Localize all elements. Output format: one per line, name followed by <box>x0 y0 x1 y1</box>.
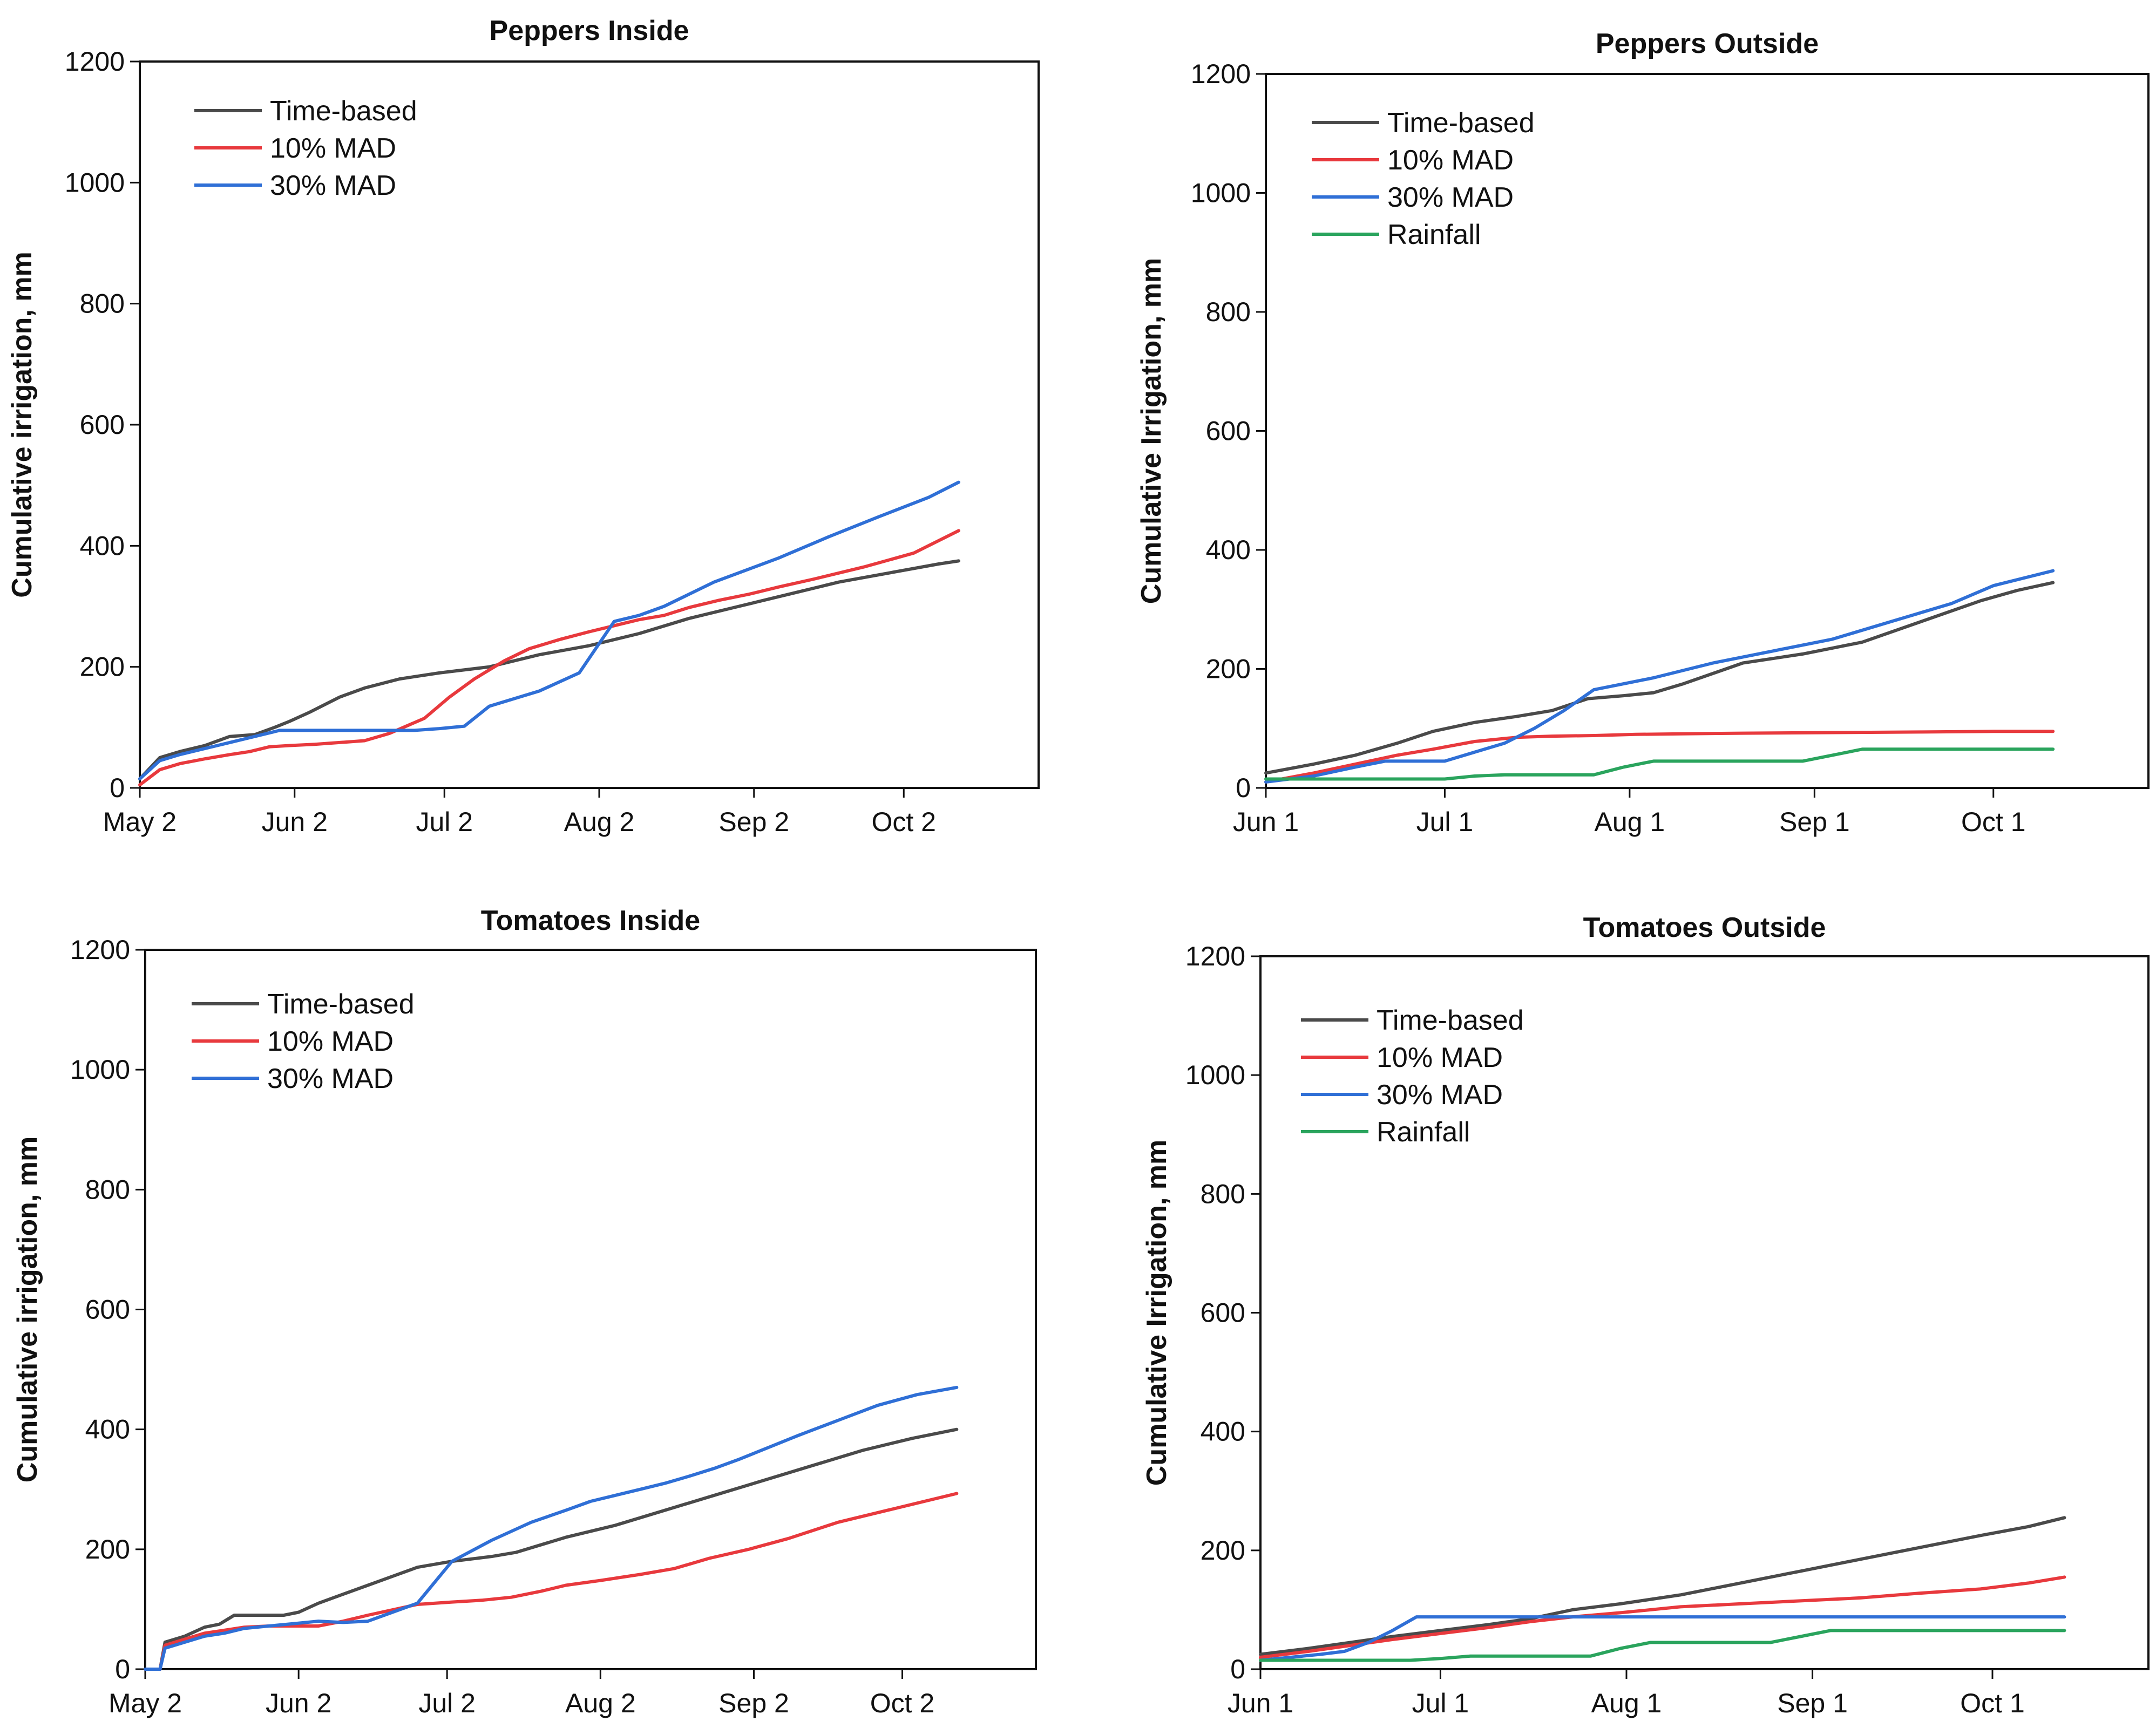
y-tick-label: 400 <box>80 530 125 561</box>
y-tick-label: 0 <box>1236 773 1251 803</box>
y-tick-label: 1200 <box>65 46 125 77</box>
y-tick-label: 200 <box>80 652 125 682</box>
legend-label: 10% MAD <box>1377 1042 1503 1073</box>
y-tick-label: 400 <box>1201 1417 1245 1447</box>
y-tick-label: 0 <box>1230 1654 1245 1684</box>
legend-label: 30% MAD <box>1377 1079 1503 1111</box>
x-tick-label: Oct 2 <box>872 807 936 837</box>
chart-title: Peppers Inside <box>490 15 689 46</box>
series-line-time-based <box>1259 1516 2066 1656</box>
series-line-10-mad <box>1264 730 2055 784</box>
y-tick-label: 1200 <box>70 935 130 965</box>
series-line-30-mad <box>1264 569 2055 784</box>
series-line-10-mad <box>1259 1575 2066 1659</box>
y-tick-label: 600 <box>85 1295 130 1325</box>
x-tick-label: May 2 <box>103 807 177 837</box>
x-tick-label: Aug 1 <box>1591 1688 1662 1718</box>
legend-label: 30% MAD <box>270 170 396 201</box>
x-tick-label: Jun 1 <box>1228 1688 1293 1718</box>
x-tick-label: May 2 <box>109 1688 182 1718</box>
y-tick-label: 1000 <box>65 167 125 198</box>
chart-panel-2: Peppers Outside 0 200 400 600 800 1000 1200 Jun … <box>1136 28 2150 837</box>
y-tick-label: 1000 <box>1185 1060 1245 1090</box>
chart-panel-4: Tomatoes Outside 0 200 400 600 800 1000 1200 Jun… <box>1141 912 2150 1718</box>
x-tick-label: Aug 2 <box>565 1688 636 1718</box>
legend-label: Time-based <box>267 989 415 1020</box>
legend-label: Time-based <box>1377 1005 1524 1036</box>
chart-panel-3: Tomatoes Inside 0 200 400 600 800 1000 1200 May … <box>12 905 1037 1718</box>
y-tick-label: 1000 <box>70 1055 130 1085</box>
y-tick-label: 600 <box>1201 1298 1245 1328</box>
y-tick-label: 200 <box>85 1534 130 1564</box>
y-tick-label: 400 <box>1206 535 1251 565</box>
y-tick-label: 800 <box>1201 1179 1245 1209</box>
y-tick-label: 0 <box>115 1654 130 1684</box>
x-tick-label: Sep 1 <box>1779 807 1850 837</box>
x-tick-label: Jun 2 <box>266 1688 331 1718</box>
series-line-rainfall <box>1259 1629 2066 1662</box>
legend-label: Time-based <box>1387 107 1535 139</box>
x-tick-label: Jun 2 <box>262 807 328 837</box>
series-line-time-based <box>1264 581 2055 775</box>
y-tick-label: 400 <box>85 1414 130 1445</box>
legend-label: Time-based <box>270 96 417 127</box>
legend-label: Rainfall <box>1387 219 1481 250</box>
x-tick-label: Jun 1 <box>1233 807 1299 837</box>
y-tick-label: 1200 <box>1185 941 1245 971</box>
series-line-time-based <box>144 1427 959 1671</box>
legend-label: 10% MAD <box>1387 145 1514 176</box>
y-axis-label: Cumulative irrigation, mm <box>6 251 38 597</box>
legend-label: Rainfall <box>1377 1117 1470 1148</box>
x-tick-label: Aug 1 <box>1595 807 1665 837</box>
y-axis-label: Cumulative irrigation, mm <box>12 1137 43 1482</box>
y-tick-label: 800 <box>1206 297 1251 327</box>
x-tick-label: Oct 1 <box>1961 807 2025 837</box>
y-tick-label: 0 <box>110 773 125 803</box>
y-axis-label: Cumulative Irrigation, mm <box>1136 258 1167 604</box>
legend-label: 10% MAD <box>270 133 396 164</box>
x-tick-label: Jul 1 <box>1412 1688 1469 1718</box>
y-tick-label: 1200 <box>1191 59 1251 89</box>
plot-area-frame <box>1265 73 2150 789</box>
series-line-time-based <box>138 559 960 781</box>
y-tick-label: 600 <box>1206 416 1251 446</box>
series-line-10-mad <box>138 529 960 787</box>
y-tick-label: 200 <box>1201 1535 1245 1566</box>
y-tick-label: 200 <box>1206 654 1251 684</box>
y-tick-label: 1000 <box>1191 178 1251 208</box>
x-tick-label: Sep 2 <box>718 1688 789 1718</box>
series-line-30-mad <box>1259 1615 2066 1662</box>
x-tick-label: Oct 1 <box>1960 1688 2024 1718</box>
chart-title: Tomatoes Inside <box>481 905 700 936</box>
legend-label: 30% MAD <box>267 1063 394 1094</box>
x-tick-label: Sep 1 <box>1777 1688 1848 1718</box>
legend-label: 10% MAD <box>267 1026 394 1057</box>
y-tick-label: 600 <box>80 410 125 440</box>
series-line-rainfall <box>1264 747 2055 781</box>
x-tick-label: Oct 2 <box>870 1688 934 1718</box>
y-axis-label: Cumulative Irrigation, mm <box>1141 1140 1172 1486</box>
x-tick-label: Jul 1 <box>1416 807 1474 837</box>
x-tick-label: Sep 2 <box>718 807 789 837</box>
y-tick-label: 800 <box>80 289 125 319</box>
chart-title: Tomatoes Outside <box>1583 912 1826 943</box>
series-line-10-mad <box>144 1492 959 1671</box>
chart-panel-1: Peppers Inside 0 200 400 600 800 1000 1200 May 2… <box>6 15 1040 837</box>
x-tick-label: Jul 2 <box>416 807 473 837</box>
chart-title: Peppers Outside <box>1596 28 1819 59</box>
x-tick-label: Aug 2 <box>564 807 635 837</box>
y-tick-label: 800 <box>85 1174 130 1205</box>
x-tick-label: Jul 2 <box>418 1688 476 1718</box>
plot-area-frame <box>144 949 1037 1670</box>
legend-label: 30% MAD <box>1387 182 1514 213</box>
series-line-30-mad <box>144 1385 959 1671</box>
series-line-30-mad <box>138 480 960 781</box>
